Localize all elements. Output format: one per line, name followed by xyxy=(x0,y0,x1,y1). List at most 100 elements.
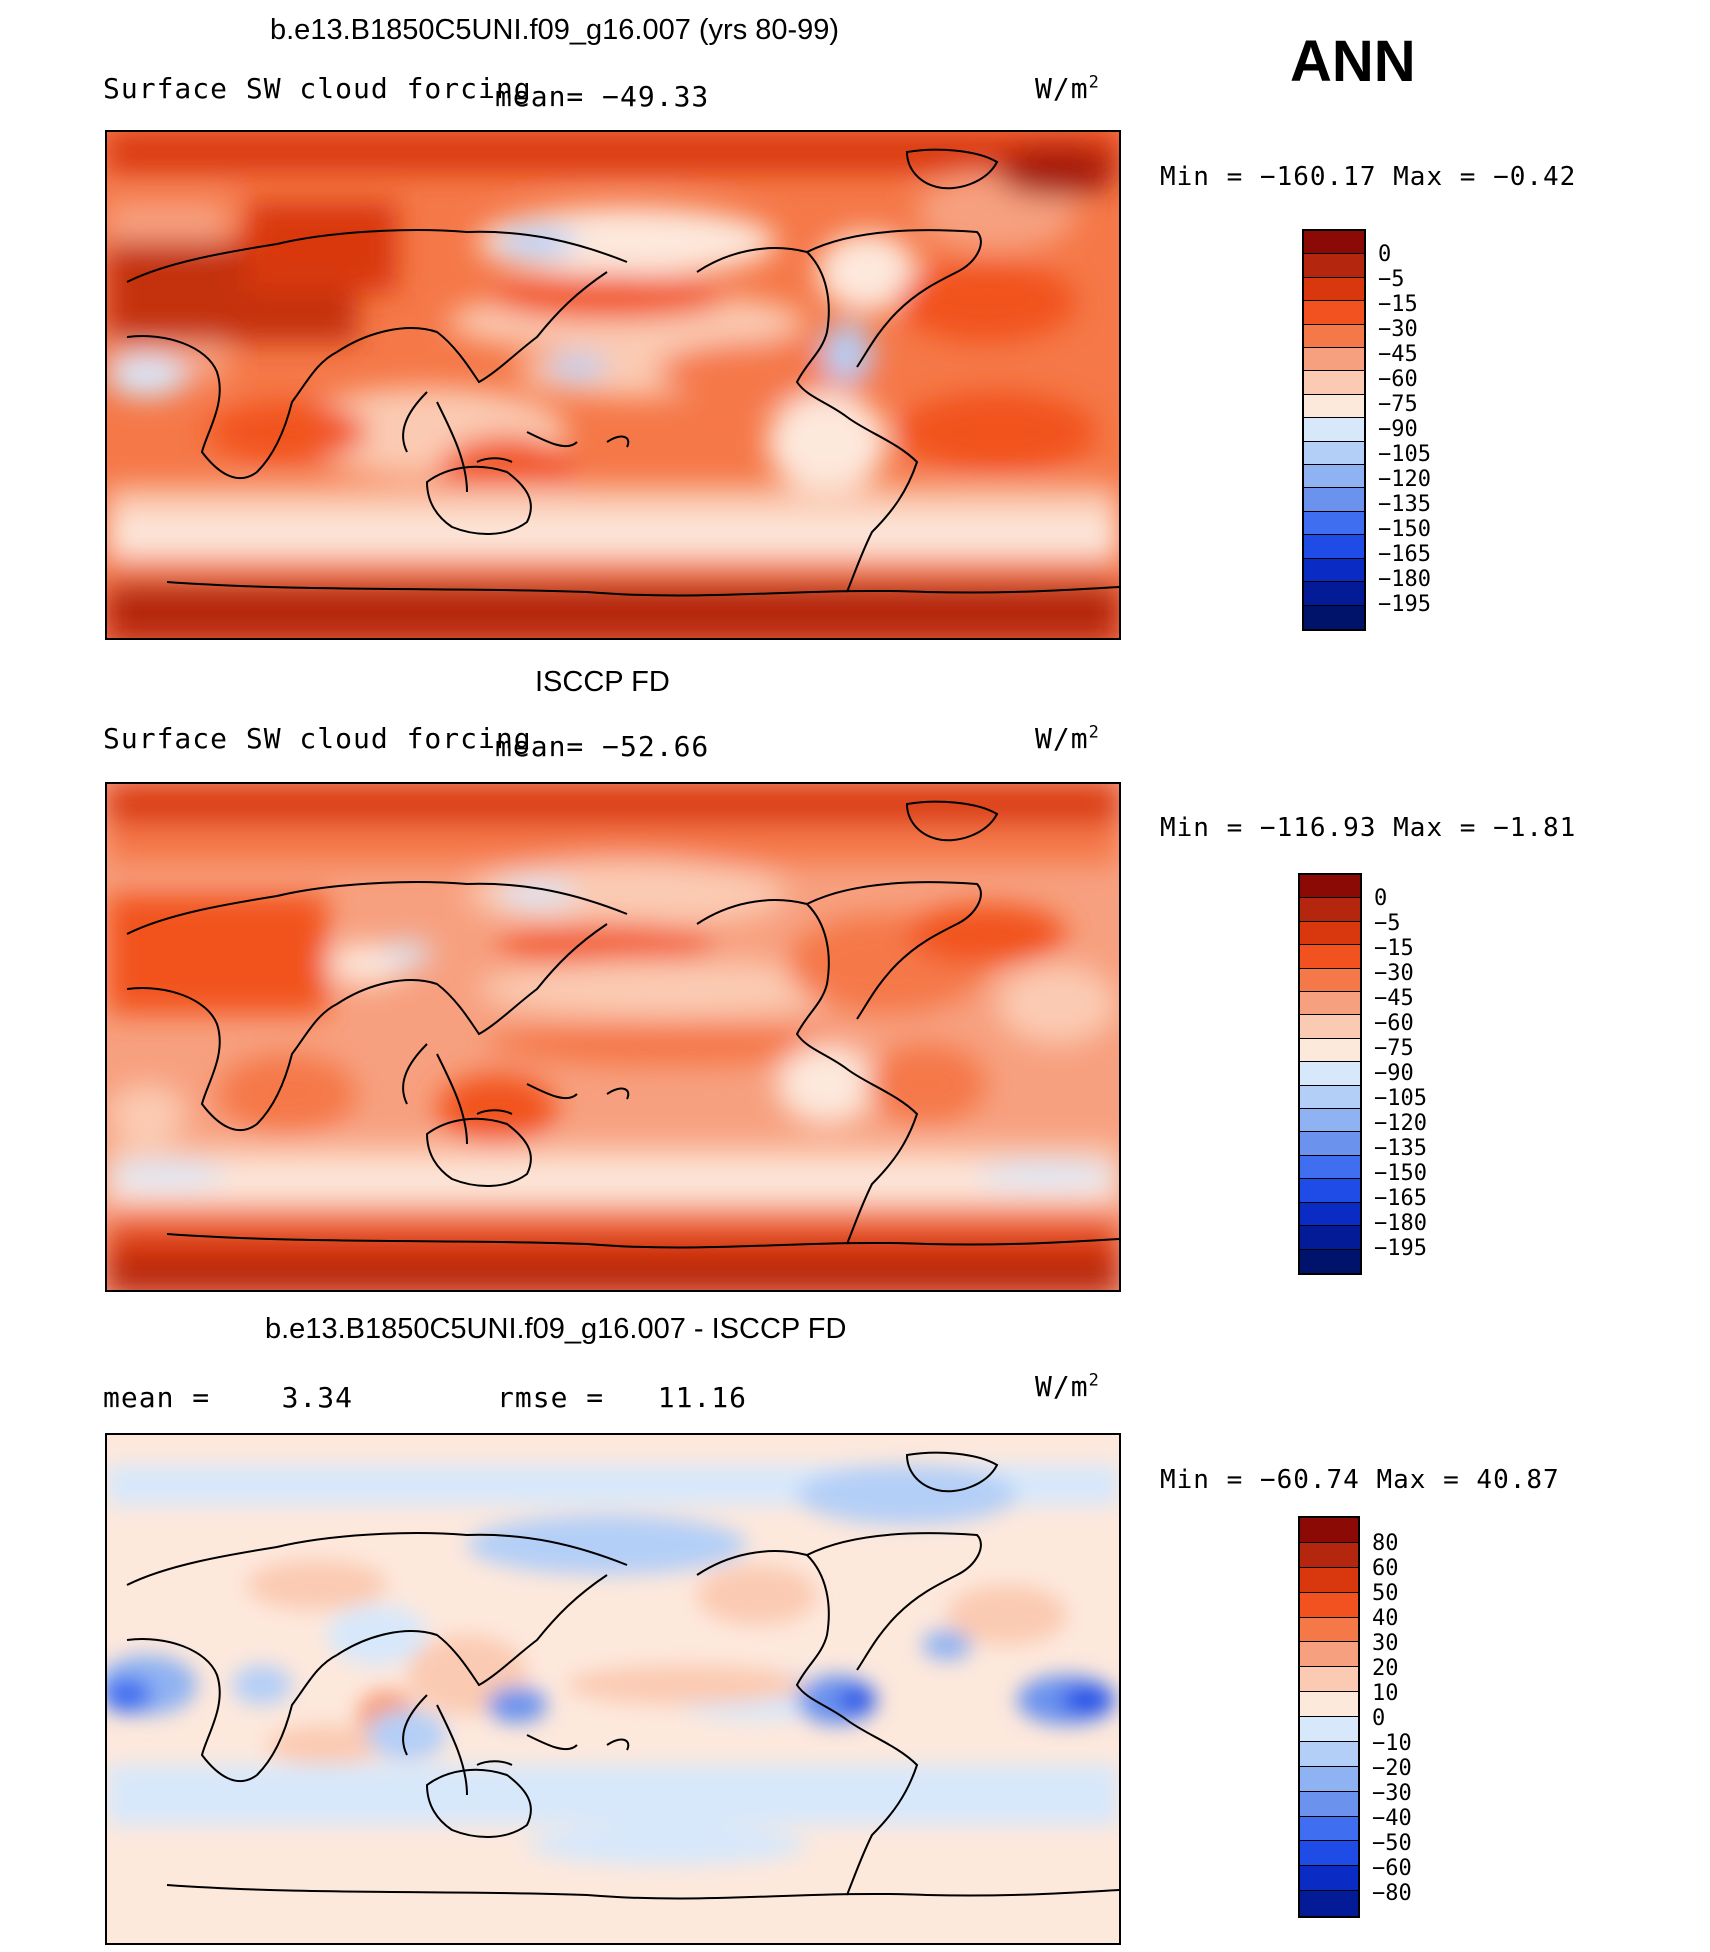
panel-1-variable-label: Surface SW cloud forcing xyxy=(103,72,532,105)
colorbar-swatch xyxy=(1300,898,1360,922)
tick-label: −75 xyxy=(1374,1036,1414,1061)
panel-2-mean-label: mean= −52.66 xyxy=(495,730,710,763)
panel-2-variable-label: Surface SW cloud forcing xyxy=(103,722,532,755)
colorbar-swatch xyxy=(1300,1866,1358,1892)
tick-label: −180 xyxy=(1374,1211,1427,1236)
colorbar-swatch xyxy=(1300,945,1360,969)
colorbar-swatch xyxy=(1300,1179,1360,1203)
panel-2-title: ISCCP FD xyxy=(535,666,670,698)
colorbar-swatch xyxy=(1300,1542,1358,1568)
tick-label: −150 xyxy=(1374,1161,1427,1186)
tick-label: −45 xyxy=(1378,342,1418,367)
panel-3-map xyxy=(105,1433,1121,1945)
colorbar-swatch xyxy=(1304,465,1364,489)
tick-label: −180 xyxy=(1378,567,1431,592)
tick-label: −60 xyxy=(1372,1856,1412,1881)
colorbar-swatch xyxy=(1304,511,1364,536)
panel-2-minmax: Min = −116.93 Max = −1.81 xyxy=(1160,813,1577,843)
tick-label: −30 xyxy=(1372,1781,1412,1806)
colorbar-swatch xyxy=(1304,394,1364,419)
panel-3-minmax: Min = −60.74 Max = 40.87 xyxy=(1160,1465,1560,1495)
panel-1-colorbar xyxy=(1302,229,1366,631)
colorbar-swatch xyxy=(1300,992,1360,1016)
panel-1-mean-label: mean= −49.33 xyxy=(495,80,710,113)
tick-label: −120 xyxy=(1378,467,1431,492)
panel-1-colorbar-labels: 0 −5 −15 −30 −45 −60 −75 −90 −105 −120 −… xyxy=(1378,242,1518,632)
tick-label: 20 xyxy=(1372,1656,1399,1681)
colorbar-swatch xyxy=(1304,371,1364,395)
panel-1-title: b.e13.B1850C5UNI.f09_g16.007 (yrs 80-99) xyxy=(270,14,840,46)
tick-label: −75 xyxy=(1378,392,1418,417)
panel-3-units: W/m2 xyxy=(1035,1370,1100,1403)
colorbar-swatch xyxy=(1304,558,1364,583)
panel-2-colorbar xyxy=(1298,873,1362,1275)
tick-label: −165 xyxy=(1378,542,1431,567)
colorbar-swatch xyxy=(1304,418,1364,442)
tick-label: −60 xyxy=(1374,1011,1414,1036)
tick-label: −5 xyxy=(1374,911,1401,936)
colorbar-swatch xyxy=(1300,1249,1360,1273)
tick-label: 10 xyxy=(1372,1681,1399,1706)
colorbar-swatch xyxy=(1304,277,1364,302)
colorbar-swatch xyxy=(1304,582,1364,606)
tick-label: 0 xyxy=(1378,242,1392,267)
tick-label: −15 xyxy=(1374,936,1414,961)
panel-1-minmax: Min = −160.17 Max = −0.42 xyxy=(1160,162,1577,192)
tick-label: 30 xyxy=(1372,1631,1399,1656)
tick-label: −50 xyxy=(1372,1831,1412,1856)
colorbar-swatch xyxy=(1304,254,1364,278)
tick-label: −105 xyxy=(1378,442,1431,467)
colorbar-swatch xyxy=(1300,968,1360,993)
tick-label: −105 xyxy=(1374,1086,1427,1111)
tick-label: −150 xyxy=(1378,517,1431,542)
colorbar-swatch xyxy=(1300,1692,1358,1717)
tick-label: −135 xyxy=(1378,492,1431,517)
colorbar-swatch xyxy=(1304,301,1364,325)
colorbar-swatch xyxy=(1304,488,1364,512)
colorbar-swatch xyxy=(1304,348,1364,372)
tick-label: 0 xyxy=(1374,886,1388,911)
tick-label: 80 xyxy=(1372,1531,1399,1556)
tick-label: −135 xyxy=(1374,1136,1427,1161)
colorbar-swatch xyxy=(1300,1791,1358,1817)
colorbar-swatch xyxy=(1304,441,1364,466)
tick-label: −80 xyxy=(1372,1881,1412,1906)
colorbar-swatch xyxy=(1300,1132,1360,1156)
colorbar-swatch xyxy=(1300,1038,1360,1063)
panel-3-colorbar xyxy=(1298,1516,1360,1918)
panel-3-title: b.e13.B1850C5UNI.f09_g16.007 - ISCCP FD xyxy=(265,1313,847,1345)
tick-label: −20 xyxy=(1372,1756,1412,1781)
tick-label: −10 xyxy=(1372,1731,1412,1756)
tick-label: −90 xyxy=(1374,1061,1414,1086)
colorbar-swatch xyxy=(1300,1109,1360,1133)
colorbar-swatch xyxy=(1304,231,1364,255)
tick-label: 60 xyxy=(1372,1556,1399,1581)
colorbar-swatch xyxy=(1300,1766,1358,1792)
colorbar-swatch xyxy=(1304,324,1364,349)
tick-label: −120 xyxy=(1374,1111,1427,1136)
colorbar-swatch xyxy=(1300,1518,1358,1543)
panel-2-colorbar-labels: 0 −5 −15 −30 −45 −60 −75 −90 −105 −120 −… xyxy=(1374,886,1514,1276)
panel-2-map xyxy=(105,782,1121,1292)
colorbar-swatch xyxy=(1300,1642,1358,1668)
tick-label: −30 xyxy=(1378,317,1418,342)
tick-label: −40 xyxy=(1372,1806,1412,1831)
colorbar-swatch xyxy=(1300,1062,1360,1086)
tick-label: 0 xyxy=(1372,1706,1386,1731)
colorbar-swatch xyxy=(1300,1592,1358,1618)
colorbar-swatch xyxy=(1300,1015,1360,1039)
tick-label: −30 xyxy=(1374,961,1414,986)
colorbar-swatch xyxy=(1300,1816,1358,1842)
colorbar-swatch xyxy=(1300,1567,1358,1593)
colorbar-swatch xyxy=(1300,1155,1360,1180)
tick-label: −60 xyxy=(1378,367,1418,392)
colorbar-swatch xyxy=(1300,1085,1360,1110)
panel-3-mean-label: mean = 3.34 xyxy=(103,1381,354,1414)
tick-label: −165 xyxy=(1374,1186,1427,1211)
colorbar-swatch xyxy=(1300,1667,1358,1693)
colorbar-swatch xyxy=(1300,1741,1358,1767)
tick-label: −90 xyxy=(1378,417,1418,442)
colorbar-swatch xyxy=(1300,1617,1358,1643)
colorbar-swatch xyxy=(1300,1891,1358,1916)
panel-1-map xyxy=(105,130,1121,640)
